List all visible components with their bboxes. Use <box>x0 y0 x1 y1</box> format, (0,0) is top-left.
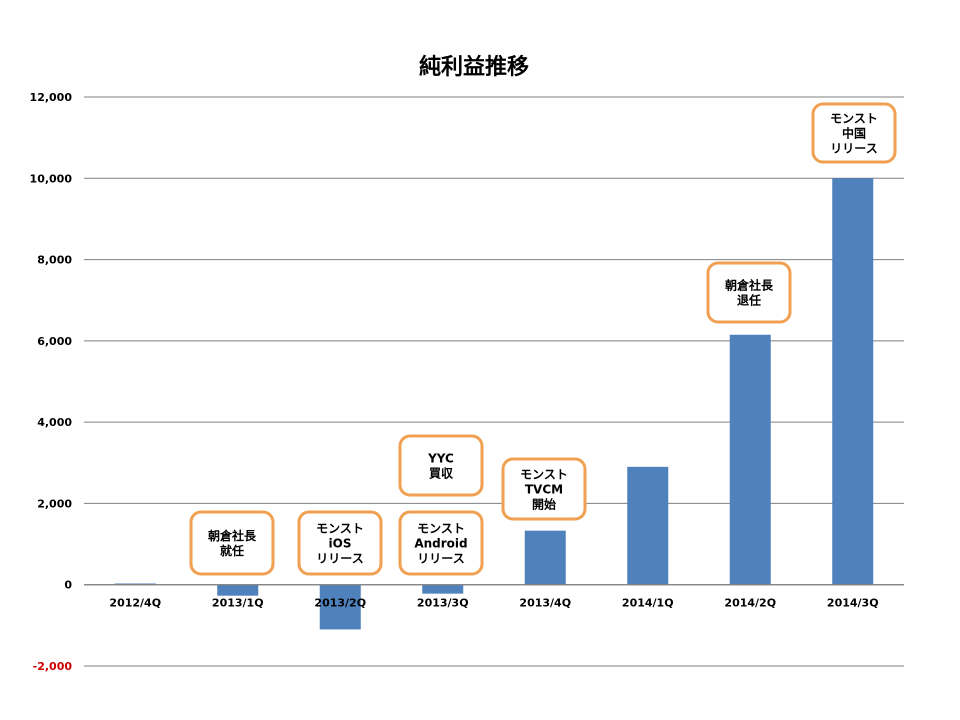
annotation-frame <box>297 510 383 576</box>
x-tick-label: 2014/2Q <box>724 597 776 610</box>
annotation-text: 就任 <box>220 543 244 558</box>
y-tick-label: 12,000 <box>30 91 73 104</box>
chart-title: 純利益推移 <box>419 54 529 80</box>
annotation-text: 開始 <box>532 497 556 512</box>
bar-2014/3Q <box>832 178 874 585</box>
x-tick-label: 2014/1Q <box>622 597 674 610</box>
x-tick-label: 2013/3Q <box>417 597 469 610</box>
y-tick-label: 6,000 <box>37 335 72 348</box>
x-tick-label: 2012/4Q <box>109 597 161 610</box>
bar-2014/2Q <box>729 334 771 585</box>
annotation-text: 朝倉社長 <box>208 528 257 543</box>
annotation-text: モンスト <box>830 112 878 126</box>
bar-2014/1Q <box>627 466 669 585</box>
annotation-frame <box>706 261 792 324</box>
x-tick-label: 2013/4Q <box>519 597 571 610</box>
annotation-frame <box>811 102 897 164</box>
annotation-text: リリース <box>316 552 363 566</box>
bar-2013/3Q <box>422 584 464 594</box>
gridlines <box>84 96 904 667</box>
y-tick-label: 0 <box>64 579 72 592</box>
annotation-text: Android <box>414 537 467 551</box>
y-tick-label: 4,000 <box>37 416 72 429</box>
x-tick-label: 2013/2Q <box>314 597 366 610</box>
annotation-text: モンスト <box>417 522 465 536</box>
annotation-frame <box>501 457 587 521</box>
y-tick-label: 8,000 <box>37 254 72 267</box>
annotations: 朝倉社長就任モンストiOSリリースYYC買収モンストAndroidリリースモンス… <box>189 102 897 576</box>
y-tick-label: 2,000 <box>37 497 72 510</box>
bars <box>114 178 874 630</box>
y-tick-label: 10,000 <box>30 172 73 185</box>
annotation-text: 買収 <box>429 467 454 481</box>
y-tick-label: -2,000 <box>33 660 73 673</box>
annotation-text: YYC <box>427 452 454 466</box>
x-tick-label: 2014/3Q <box>827 597 879 610</box>
annotation-text: iOS <box>329 537 352 551</box>
annotation-frame <box>398 510 484 576</box>
annotation-text: 退任 <box>737 293 761 308</box>
annotation-text: モンスト <box>316 522 364 536</box>
annotation-frame <box>398 434 484 497</box>
bar-2012/4Q <box>114 583 156 585</box>
bar-2013/2Q <box>319 584 361 630</box>
y-axis-ticks: -2,000 0 2,000 4,000 6,000 8,000 10,000 12,000 <box>30 91 73 673</box>
annotation-text: 中国 <box>842 126 866 141</box>
annotation-text: リリース <box>830 142 877 156</box>
bar-2013/4Q <box>524 530 566 585</box>
annotation-text: TVCM <box>525 483 563 497</box>
annotation-text: モンスト <box>520 468 568 482</box>
x-tick-label: 2013/1Q <box>212 597 264 610</box>
bar-2013/1Q <box>217 584 259 596</box>
annotation-text: リリース <box>417 552 464 566</box>
annotation-text: 朝倉社長 <box>725 278 774 293</box>
annotation-frame <box>189 510 275 576</box>
x-axis-ticks: 2012/4Q 2013/1Q 2013/2Q 2013/3Q 2013/4Q 2014/… <box>109 597 878 610</box>
